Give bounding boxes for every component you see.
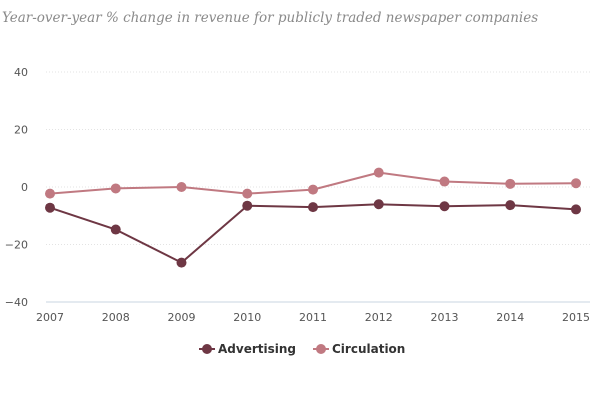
data-point [242, 188, 253, 199]
legend-label: Circulation [332, 342, 405, 356]
legend-label: Advertising [218, 342, 296, 356]
legend: Advertising Circulation [199, 342, 405, 356]
data-point [571, 178, 581, 189]
y-tick-label: 20 [14, 124, 28, 137]
data-point [110, 183, 121, 194]
data-point [242, 200, 253, 211]
data-point [45, 202, 55, 213]
data-point [439, 201, 450, 212]
y-tick-label: 0 [21, 181, 28, 194]
grid-lines [46, 71, 590, 245]
series-lines [45, 167, 581, 268]
data-point [110, 224, 121, 235]
chart-subtitle: Year-over-year % change in revenue for p… [2, 10, 539, 26]
data-point [308, 202, 318, 213]
series-circulation [45, 167, 581, 199]
x-tick-label: 2011 [299, 311, 327, 324]
data-point [571, 204, 581, 215]
x-tick-label: 2008 [102, 311, 130, 324]
data-point [373, 199, 384, 210]
x-tick-label: 2013 [431, 311, 459, 324]
y-axis-tick-labels: 40 20 0 −20 −40 [5, 66, 28, 309]
x-tick-label: 2010 [233, 311, 261, 324]
x-tick-label: 2014 [496, 311, 524, 324]
y-tick-label: −40 [5, 296, 28, 309]
series-advertising [45, 199, 581, 268]
data-point [176, 182, 187, 192]
x-axis-tick-labels: 2007 2008 2009 2010 2011 2012 2013 2014 2015 [36, 311, 590, 324]
legend-item: Advertising [199, 342, 296, 356]
legend-item: Circulation [313, 342, 405, 356]
y-tick-label: −20 [5, 239, 28, 252]
y-tick-label: 40 [14, 66, 28, 79]
x-tick-label: 2009 [168, 311, 196, 324]
data-point [45, 188, 55, 199]
x-tick-label: 2007 [36, 311, 64, 324]
data-point [176, 257, 187, 268]
x-tick-label: 2015 [562, 311, 590, 324]
legend-marker [316, 344, 326, 354]
x-tick-label: 2012 [365, 311, 393, 324]
series-line [49, 203, 577, 264]
legend-marker [202, 344, 212, 354]
data-point [505, 200, 516, 211]
data-point [505, 178, 516, 189]
data-point [439, 176, 450, 187]
data-point [308, 184, 318, 195]
data-point [373, 167, 384, 178]
